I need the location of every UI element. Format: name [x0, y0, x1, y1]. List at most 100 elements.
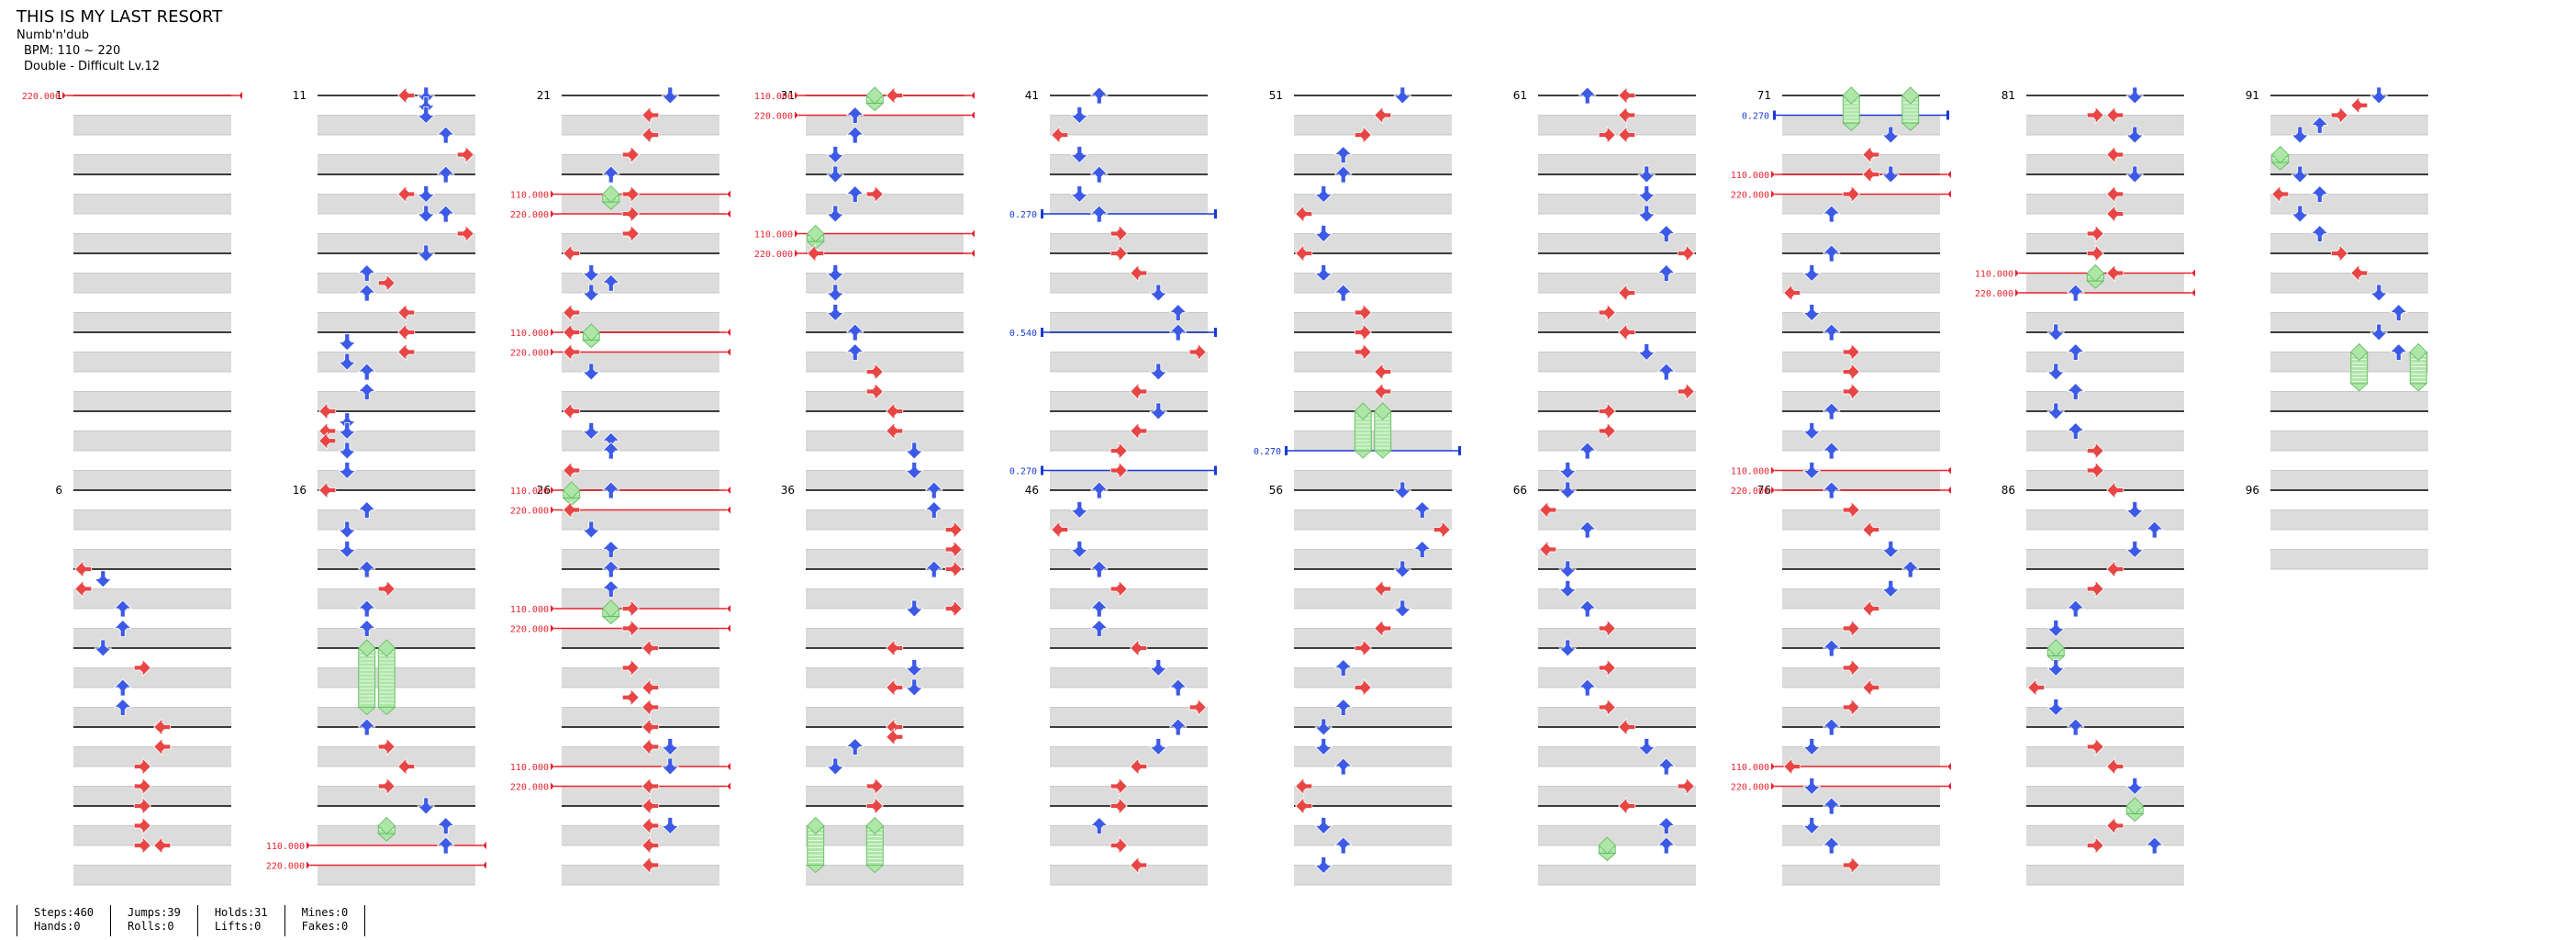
tap-note: [2291, 126, 2310, 144]
measure: [806, 568, 964, 649]
up-arrow-icon: [1412, 500, 1432, 519]
beat-shade: [1294, 707, 1452, 727]
hold-head: [1842, 86, 1860, 105]
down-arrow-icon: [905, 599, 924, 618]
left-arrow-icon: [641, 797, 660, 815]
left-arrow-icon: [563, 303, 581, 322]
tap-note: [1110, 579, 1128, 599]
tap-note: [2106, 757, 2124, 776]
tap-note: [1618, 106, 1636, 125]
measure: [73, 331, 231, 412]
beat-shade: [1050, 707, 1208, 727]
beat-shade: [2270, 273, 2428, 293]
up-arrow-icon: [601, 560, 620, 578]
tap-note: [1051, 520, 1069, 539]
tap-note: [601, 560, 620, 578]
bpm-marker: 220.000: [754, 111, 975, 122]
left-arrow-icon: [563, 402, 581, 420]
tap-note: [1822, 481, 1841, 499]
up-arrow-icon: [1168, 718, 1188, 736]
marker-cap: [795, 229, 798, 238]
tap-note: [1558, 580, 1578, 599]
tap-note: [1822, 718, 1841, 736]
beat-shade: [73, 115, 231, 135]
tap-note: [563, 402, 581, 420]
measure: [1538, 726, 1696, 807]
tap-note: [113, 619, 132, 637]
tap-note: [621, 599, 640, 618]
beat-shade: [1538, 746, 1696, 767]
measure: [1050, 805, 1208, 886]
measure: [1294, 252, 1452, 333]
right-arrow-icon: [1842, 698, 1860, 717]
measure: [1294, 726, 1452, 807]
tap-note: [2125, 541, 2145, 559]
right-arrow-icon: [2086, 224, 2104, 243]
tap-note: [2106, 481, 2124, 499]
marker-cap: [727, 487, 730, 494]
tap-note: [1598, 421, 1616, 441]
beat-shade: [1294, 509, 1452, 530]
down-arrow-icon: [1393, 481, 1412, 499]
measure: [1050, 173, 1208, 254]
down-arrow-icon: [1802, 738, 1822, 756]
tap-note: [1333, 658, 1353, 677]
tap-note: [582, 520, 601, 539]
right-arrow-icon: [865, 185, 884, 204]
right-arrow-icon: [1354, 323, 1372, 341]
left-arrow-icon: [1130, 421, 1148, 441]
beat-shade: [2026, 431, 2184, 451]
measure-number: 6: [55, 484, 62, 497]
beat-shade: [806, 746, 964, 767]
measure: 1: [55, 89, 231, 175]
up-arrow-icon: [1822, 205, 1841, 223]
tap-note: [338, 520, 357, 539]
marker-cap: [1214, 328, 1217, 337]
marker-cap: [1041, 465, 1043, 476]
down-arrow-icon: [1802, 462, 1822, 480]
beat-shade: [1538, 312, 1696, 332]
up-arrow-icon: [1822, 402, 1841, 420]
beat-shade: [562, 352, 719, 372]
tap-note: [1089, 619, 1109, 637]
up-arrow-icon: [2066, 421, 2085, 440]
measure: [1294, 647, 1452, 728]
down-arrow-icon: [1637, 205, 1656, 223]
up-arrow-icon: [1089, 560, 1109, 578]
beat-shade: [1782, 707, 1940, 727]
up-arrow-icon: [2066, 284, 2085, 302]
beat-shade: [73, 707, 231, 727]
beat-shade: [1294, 273, 1452, 293]
beat-shade: [1050, 273, 1208, 293]
down-arrow-icon: [417, 96, 436, 115]
tap-note: [1110, 442, 1128, 460]
marker-value: 110.000: [754, 92, 793, 102]
marker-cap: [727, 506, 730, 514]
up-arrow-icon: [1822, 481, 1841, 499]
tap-note: [436, 126, 455, 144]
left-arrow-icon: [641, 106, 660, 125]
tap-note: [1598, 126, 1616, 144]
tap-note: [1354, 323, 1372, 341]
tap-note: [2106, 816, 2124, 835]
tap-note: [886, 402, 904, 420]
up-arrow-icon: [601, 579, 620, 598]
marker-cap: [551, 190, 554, 198]
beat-shade: [1294, 786, 1452, 806]
beat-shade: [1538, 549, 1696, 569]
left-arrow-icon: [886, 639, 904, 657]
tap-note: [113, 599, 132, 618]
tap-note: [1578, 442, 1597, 460]
measure: 76: [1757, 484, 1940, 570]
right-arrow-icon: [1842, 363, 1860, 381]
bpm-marker: 110.000: [510, 487, 730, 497]
tap-note: [1802, 462, 1822, 480]
beat-shade: [562, 865, 719, 885]
tap-note: [1783, 284, 1801, 302]
hold-note: [601, 599, 620, 625]
tap-note: [886, 421, 904, 441]
tap-note: [417, 244, 436, 263]
tap-note: [641, 698, 660, 717]
tap-note: [1618, 797, 1636, 815]
hold-end: [865, 103, 885, 112]
